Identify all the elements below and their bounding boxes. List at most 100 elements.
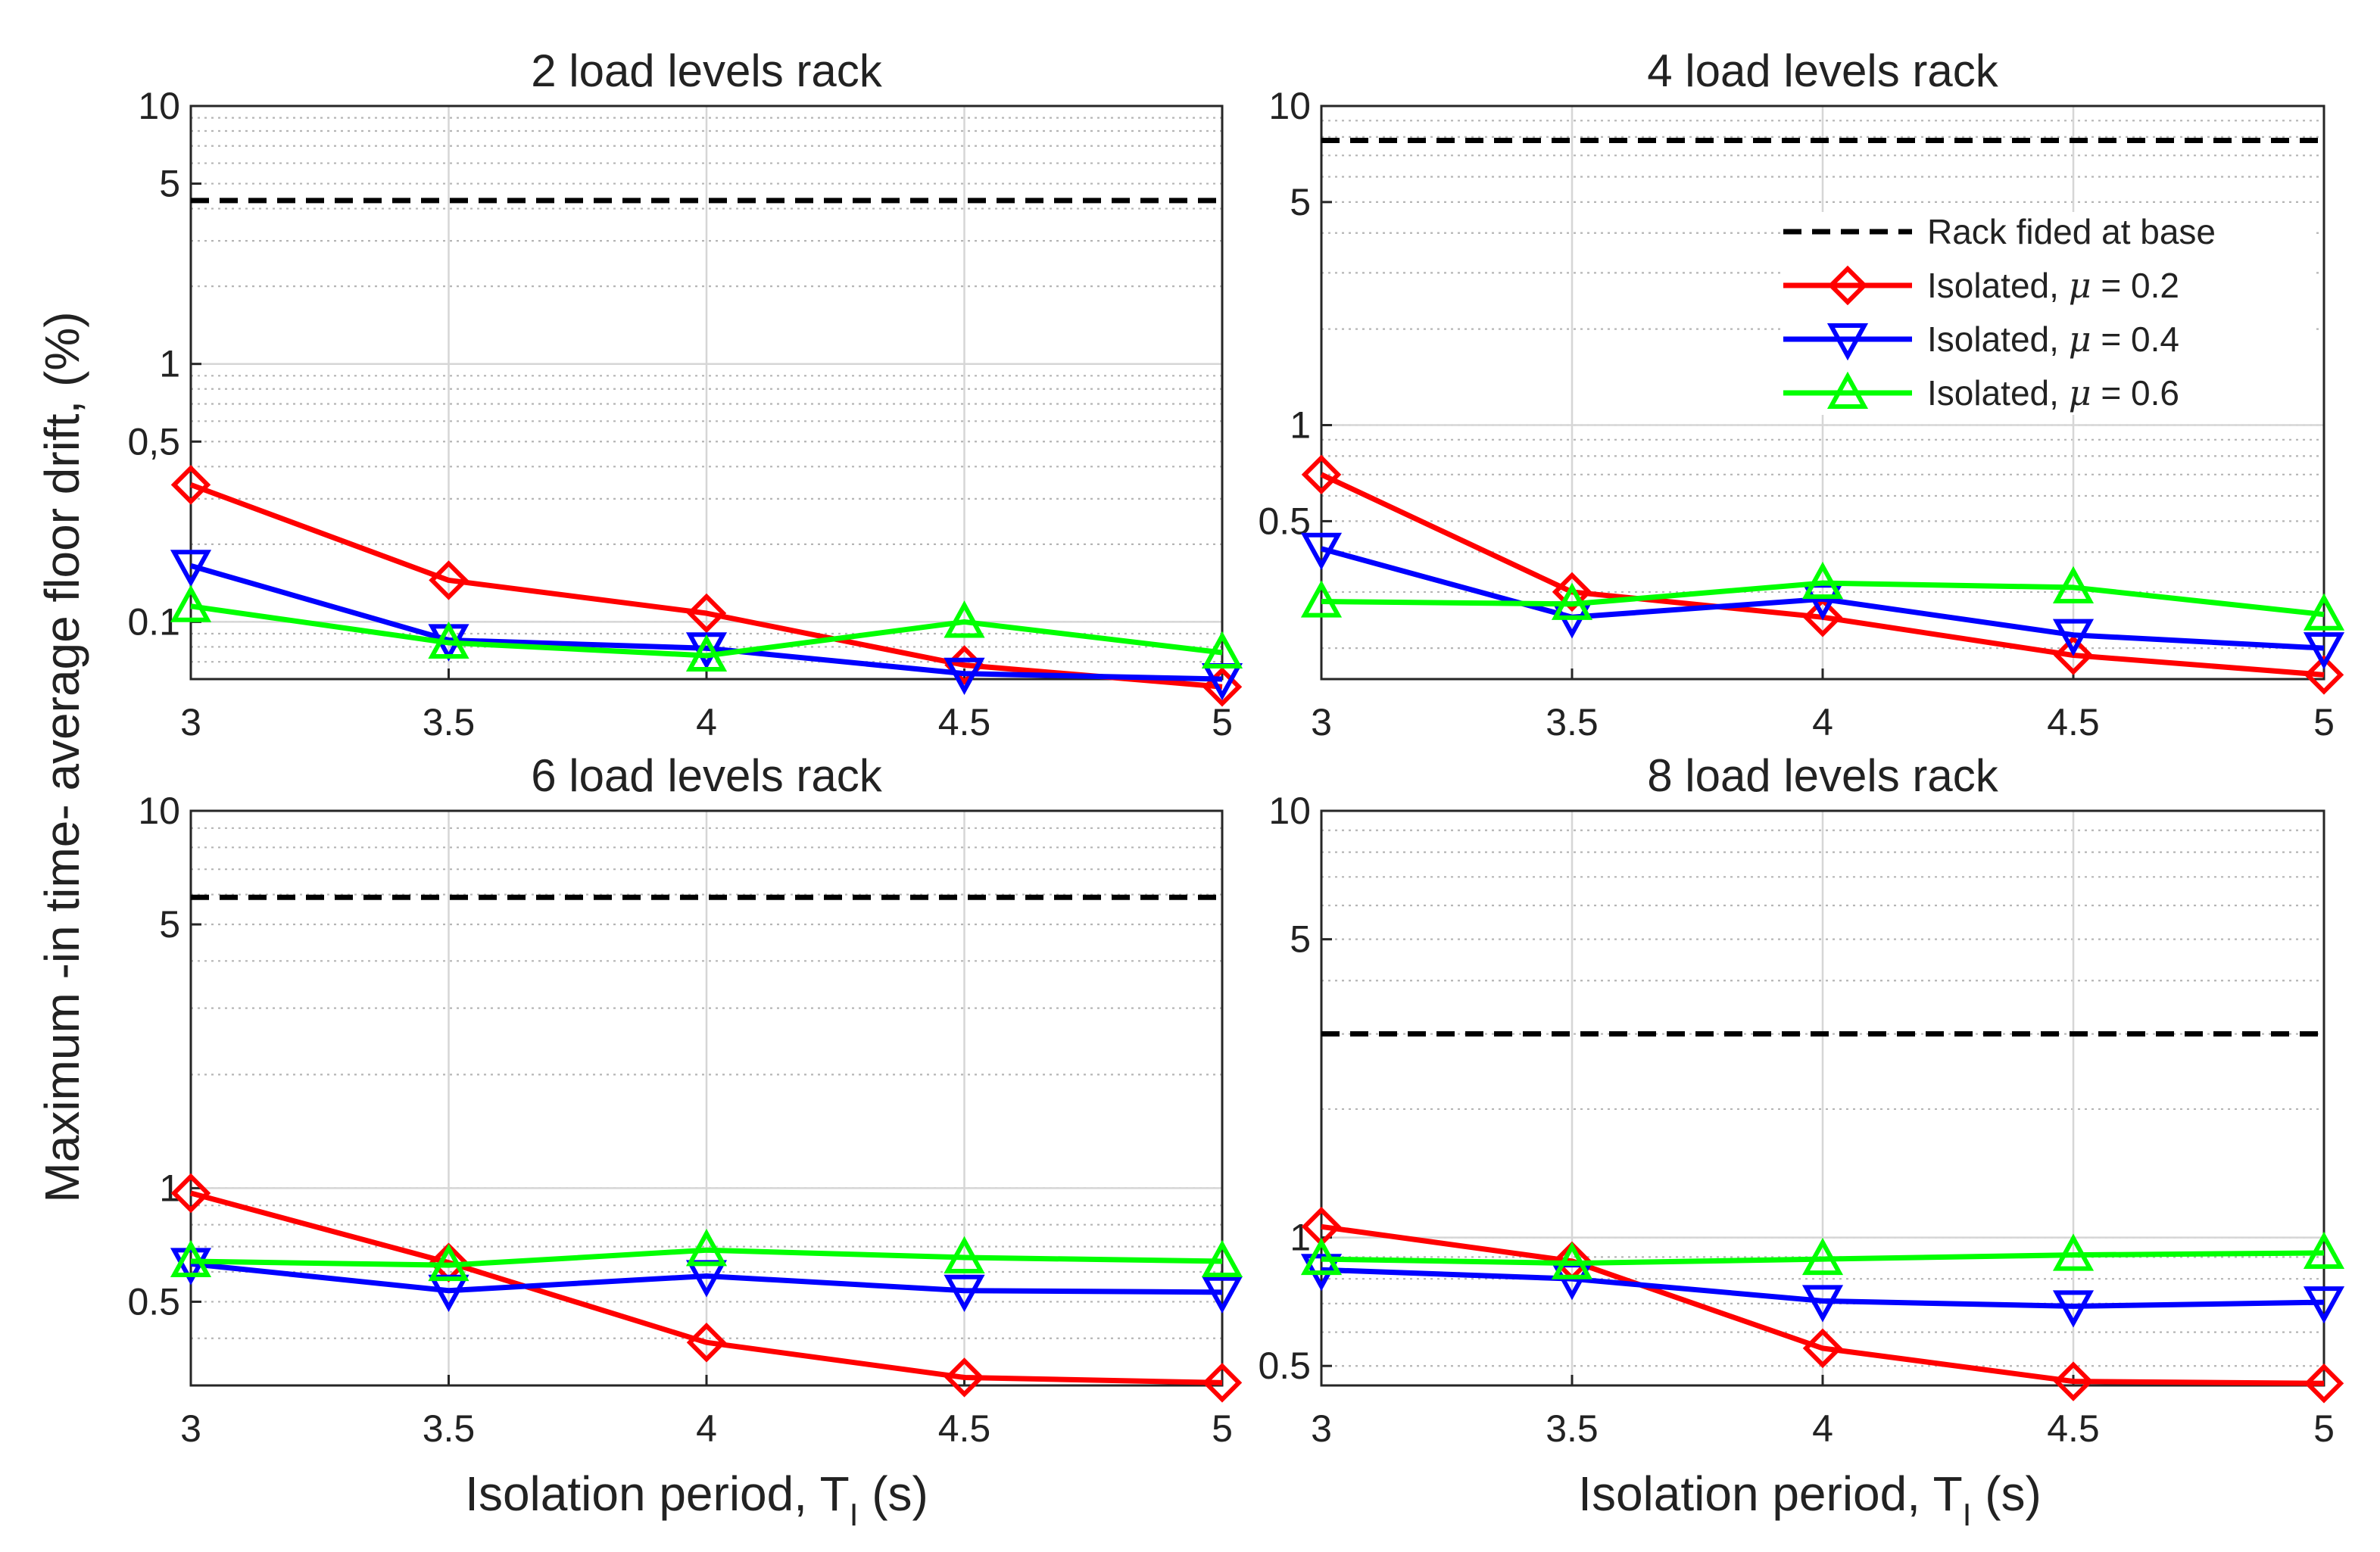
panel-title: 2 load levels rack [531, 45, 883, 96]
data-point-triangle-down [1801, 1285, 1844, 1323]
data-point-triangle-up [2303, 1231, 2345, 1270]
data-point-diamond [2053, 1361, 2094, 1401]
data-point-diamond [170, 1173, 211, 1214]
data-point-triangle-up [1801, 561, 1844, 600]
x-tick-label: 4 [696, 1407, 717, 1450]
data-point-triangle-up [428, 1243, 469, 1282]
data-point-triangle-up [944, 1236, 985, 1274]
y-tick-label: 5 [159, 903, 180, 946]
legend-label: Isolated, μ = 0.6 [1927, 372, 2179, 413]
x-tick-label: 3.5 [1546, 701, 1599, 743]
panel-title: 4 load levels rack [1647, 45, 1999, 96]
y-axis-label: Maximum -in time- average floor drift, (… [35, 311, 89, 1202]
data-point-triangle-up [170, 584, 212, 622]
data-point-triangle-down [170, 1248, 212, 1286]
data-point-triangle-down [2303, 1286, 2345, 1324]
legend-label: Rack fided at base [1927, 212, 2216, 251]
y-tick-label: 10 [1268, 790, 1311, 832]
series-line [1321, 1250, 2325, 1267]
series-line [190, 1190, 1223, 1385]
x-axis-label-main: Isolation period, T [465, 1466, 850, 1521]
legend-label: Isolated, μ = 0.2 [1927, 265, 2179, 306]
y-tick-label: 5 [1290, 918, 1311, 961]
x-tick-label: 3.5 [423, 1407, 476, 1450]
data-point-diamond [1802, 1328, 1843, 1369]
data-point-triangle-up [1801, 1237, 1844, 1276]
legend-label-mu: μ [2069, 265, 2091, 306]
x-tick-label: 3.5 [423, 701, 476, 743]
data-point-triangle-up [428, 621, 469, 659]
series-line [189, 482, 1223, 690]
x-tick-label: 4.5 [938, 1407, 991, 1450]
data-point-triangle-up [1201, 631, 1243, 669]
x-tick-label: 4 [696, 701, 717, 743]
data-point-triangle-down [170, 550, 212, 587]
x-tick-label: 3.5 [1546, 1407, 1599, 1450]
series-line [1321, 1223, 2325, 1386]
data-point-triangle-up [1551, 1242, 1593, 1279]
x-tick-label: 4 [1812, 1407, 1833, 1450]
data-point-triangle-up [1201, 1239, 1243, 1278]
series-triangle-up [170, 1229, 1243, 1282]
x-tick-label: 4.5 [938, 701, 991, 743]
series-triangle-up [1300, 561, 2345, 631]
y-tick-label: 0.5 [1258, 1345, 1311, 1387]
x-tick-label: 4 [1812, 701, 1833, 743]
legend-label-value: = 0.4 [2091, 319, 2179, 359]
x-axis-label-right: Isolation period, TI (s) [1578, 1466, 2042, 1532]
data-point-diamond [686, 1322, 727, 1363]
y-tick-label: 5 [1290, 181, 1311, 223]
legend-label-prefix: Isolated, [1927, 266, 2069, 305]
y-tick-label: 10 [138, 790, 180, 832]
legend-label: Isolated, μ = 0.4 [1927, 319, 2179, 360]
data-point-diamond [2053, 635, 2094, 675]
series-diamond [1301, 1207, 2344, 1404]
data-point-triangle-up [685, 1229, 728, 1267]
x-tick-label: 3 [180, 701, 201, 743]
legend-label-mu: μ [2069, 319, 2091, 360]
data-point-triangle-up [170, 1239, 212, 1278]
y-tick-label: 1 [159, 343, 180, 385]
x-axis-label-tail: (s) [858, 1466, 928, 1521]
x-axis-label-main: Isolation period, T [1578, 1466, 1963, 1521]
x-tick-label: 5 [2313, 1407, 2335, 1450]
legend-marker-triangle-down [1826, 323, 1869, 361]
data-point-diamond [686, 593, 727, 634]
data-point-triangle-up [1551, 582, 1593, 620]
panel-title: 6 load levels rack [531, 750, 883, 801]
legend-item: Isolated, μ = 0.2 [1783, 265, 2179, 306]
series-line [1321, 546, 2325, 651]
series-line [190, 563, 1223, 682]
data-point-diamond [1552, 572, 1592, 612]
legend-label-value: = 0.2 [2091, 266, 2179, 305]
data-point-triangle-up [2303, 593, 2345, 631]
data-point-triangle-up [685, 634, 728, 672]
data-point-diamond [2304, 1363, 2344, 1404]
y-tick-label: 10 [138, 85, 180, 127]
data-point-triangle-up [944, 600, 985, 638]
data-point-diamond [170, 465, 211, 505]
series-triangle-up [1300, 1231, 2345, 1279]
y-tick-label: 0.5 [127, 1280, 180, 1323]
data-point-diamond [944, 1357, 984, 1398]
legend-label-value: = 0.6 [2091, 373, 2179, 413]
x-tick-label: 5 [2313, 701, 2335, 743]
panel-title: 8 load levels rack [1647, 750, 1999, 801]
data-point-diamond [429, 560, 469, 600]
x-tick-label: 3 [1311, 701, 1332, 743]
chart-panel-2: 4 load levels rack 0.5 1 5 10 3 3.5 4 4.5 5 [1258, 45, 2345, 743]
data-point-triangle-up [1300, 580, 1343, 618]
data-point-diamond [2304, 655, 2344, 695]
y-tick-label: 5 [159, 163, 180, 205]
series-line [190, 1261, 1223, 1295]
data-point-diamond [1802, 597, 1843, 637]
x-axis-label-sub: I [850, 1497, 859, 1532]
x-axis-label-sub: I [1963, 1497, 1972, 1532]
data-point-triangle-down [944, 1274, 985, 1313]
legend-marker-triangle-up [1826, 371, 1869, 410]
